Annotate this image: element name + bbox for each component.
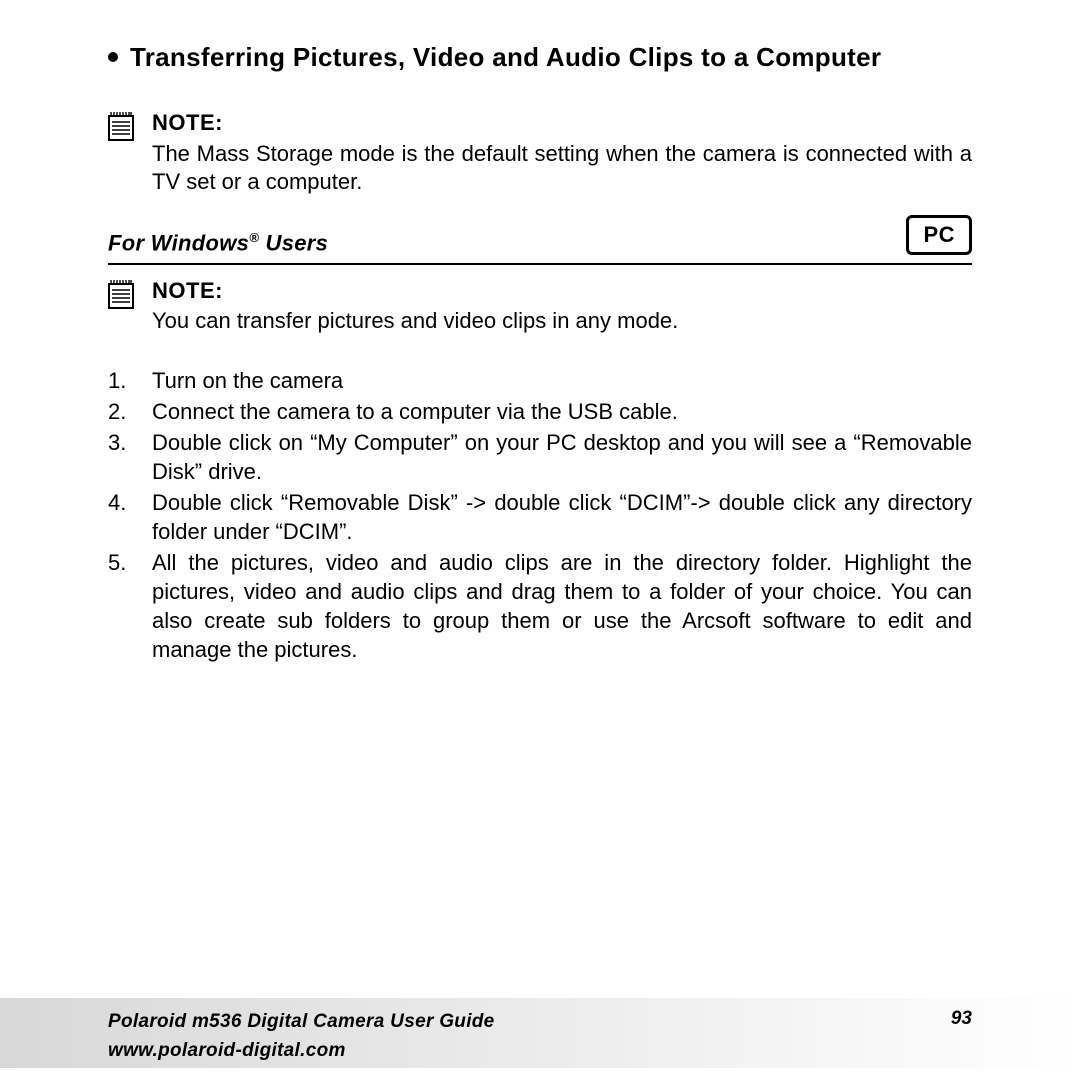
footer-title: Polaroid m536 Digital Camera User Guide: [108, 1008, 495, 1037]
step-text: Connect the camera to a computer via the…: [152, 397, 972, 426]
step-number: 3.: [108, 428, 152, 486]
footer-url: www.polaroid-digital.com: [108, 1037, 495, 1066]
page-number: 93: [951, 1008, 972, 1030]
note-label-2: NOTE:: [152, 277, 972, 306]
step-item: 1. Turn on the camera: [108, 366, 972, 395]
registered-mark: ®: [249, 230, 259, 245]
notepad-icon: [108, 111, 138, 146]
section-prefix: For Windows: [108, 231, 249, 256]
steps-list: 1. Turn on the camera 2. Connect the cam…: [108, 366, 972, 664]
step-text: All the pictures, video and audio clips …: [152, 548, 972, 664]
step-item: 2. Connect the camera to a computer via …: [108, 397, 972, 426]
notepad-icon: [108, 279, 138, 314]
note-text-1: The Mass Storage mode is the default set…: [152, 140, 972, 197]
note-text-2: You can transfer pictures and video clip…: [152, 308, 678, 333]
step-number: 2.: [108, 397, 152, 426]
step-item: 4. Double click “Removable Disk” -> doub…: [108, 488, 972, 546]
section-label: For Windows® Users: [108, 230, 328, 256]
note-label-1: NOTE:: [152, 109, 972, 138]
step-number: 4.: [108, 488, 152, 546]
page-footer: Polaroid m536 Digital Camera User Guide …: [0, 998, 1080, 1068]
step-text: Double click on “My Computer” on your PC…: [152, 428, 972, 486]
section-suffix: Users: [259, 231, 328, 256]
note-block-1: NOTE: The Mass Storage mode is the defau…: [108, 109, 972, 197]
section-divider: For Windows® Users PC: [108, 215, 972, 265]
page-heading: Transferring Pictures, Video and Audio C…: [108, 42, 972, 73]
step-number: 1.: [108, 366, 152, 395]
step-item: 5. All the pictures, video and audio cli…: [108, 548, 972, 664]
heading-text: Transferring Pictures, Video and Audio C…: [130, 42, 881, 72]
step-text: Turn on the camera: [152, 366, 972, 395]
bullet-icon: [108, 52, 118, 62]
pc-badge: PC: [906, 215, 972, 255]
step-item: 3. Double click on “My Computer” on your…: [108, 428, 972, 486]
step-text: Double click “Removable Disk” -> double …: [152, 488, 972, 546]
step-number: 5.: [108, 548, 152, 664]
note-block-2: NOTE: You can transfer pictures and vide…: [108, 277, 972, 336]
